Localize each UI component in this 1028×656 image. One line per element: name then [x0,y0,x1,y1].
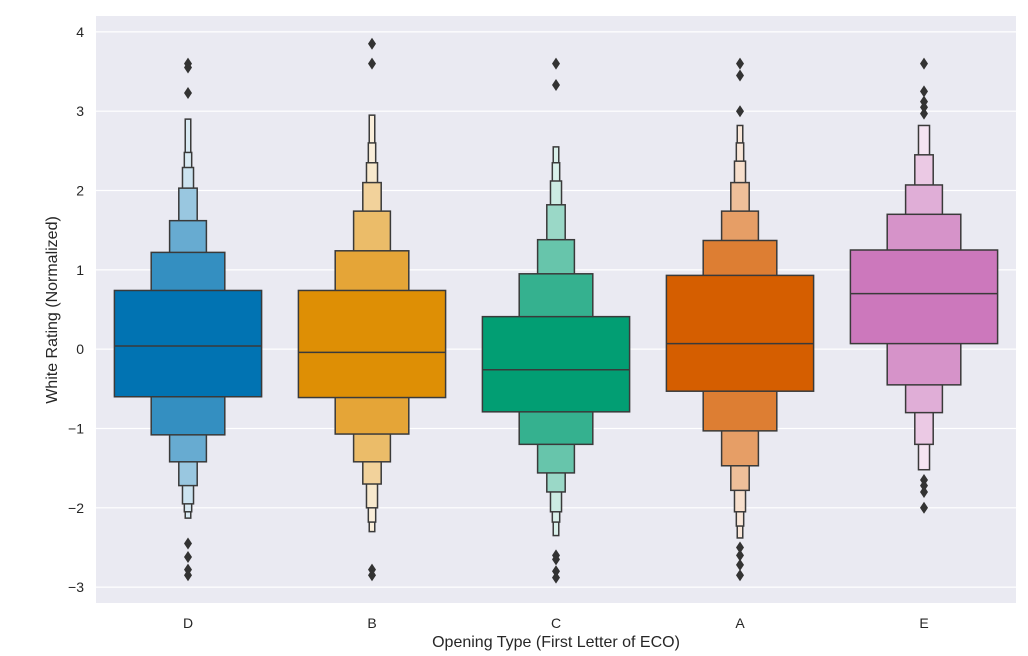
boxen-box [665,274,815,392]
x-tick-label: C [551,615,561,631]
outlier-point [920,479,928,492]
x-tick-label: A [735,615,745,631]
boxen-box [297,289,447,399]
outlier-point [184,537,192,550]
outlier-point [736,569,744,582]
y-axis-label: White Rating (Normalized) [44,216,61,404]
outlier-point [552,57,560,70]
outlier-point [368,57,376,70]
outlier-point [184,61,192,74]
boxen-group-D [113,57,263,582]
outlier-point [552,79,560,92]
outlier-point [920,485,928,498]
y-tick-label: −2 [68,500,84,516]
y-tick-label: −1 [68,420,84,436]
boxen-group-C [481,57,631,584]
x-tick-label: E [919,615,928,631]
boxen-box [481,315,631,413]
y-tick-label: 4 [76,24,84,40]
boxen-box [113,289,263,398]
outlier-point [552,553,560,566]
y-tick-label: 2 [76,183,84,199]
outlier-point [920,501,928,514]
boxen-group-A [665,57,815,582]
outlier-point [552,565,560,578]
outlier-point [736,69,744,82]
x-tick-label: B [367,615,376,631]
outlier-point [184,569,192,582]
boxen-groups [113,37,999,584]
boxen-group-B [297,37,447,582]
x-axis-label: Opening Type (First Letter of ECO) [432,634,680,651]
y-tick-label: −3 [68,579,84,595]
outlier-point [184,86,192,99]
outlier-point [368,37,376,50]
outlier-point [736,558,744,571]
outlier-point [736,549,744,562]
outlier-point [736,541,744,554]
outlier-point [920,101,928,114]
outlier-point [368,569,376,582]
outlier-point [184,550,192,563]
boxen-box [849,249,999,345]
y-tick-label: 0 [76,341,84,357]
outlier-point [736,57,744,70]
y-tick-label: 1 [76,262,84,278]
outlier-point [920,85,928,98]
outlier-point [920,107,928,120]
outlier-point [552,571,560,584]
boxen-group-E [849,57,999,514]
outlier-point [920,57,928,70]
y-tick-labels: −3 −2 −1 0 1 2 3 4 [68,24,84,595]
x-tick-label: D [183,615,193,631]
outlier-point [736,105,744,118]
y-tick-label: 3 [76,103,84,119]
